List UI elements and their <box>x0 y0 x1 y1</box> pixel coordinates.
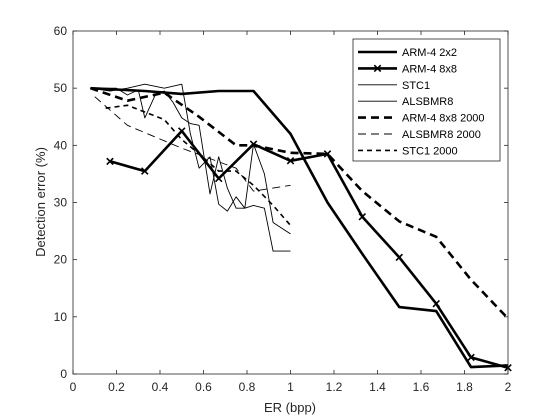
series-arm-4-2x2 <box>90 86 509 369</box>
legend-box <box>352 38 501 162</box>
legend-item-arm-4-8x8: ARM-4 8x8 <box>358 63 457 75</box>
y-tick-label: 60 <box>54 24 68 38</box>
legend-label: ARM-4 2x2 <box>402 47 457 59</box>
legend-item-arm-4-2x2: ARM-4 2x2 <box>358 47 457 59</box>
y-tick-label: 30 <box>54 196 68 210</box>
legend-label: ALSBMR8 2000 <box>402 129 481 141</box>
legend-label: ARM-4 8x8 2000 <box>402 113 485 125</box>
legend-item-alsbmr8-2000: ALSBMR8 2000 <box>358 129 481 141</box>
y-axis-title: Detection error (%) <box>33 147 48 257</box>
legend-label: STC1 2000 <box>402 145 458 157</box>
x-axis-title: ER (bpp) <box>264 400 316 415</box>
y-tick-label: 10 <box>54 310 68 324</box>
legend-label: ARM-4 8x8 <box>402 63 457 75</box>
data-point-marker <box>106 157 114 166</box>
series-line-arm-4-8x8-2000 <box>89 86 509 320</box>
data-point-marker <box>141 167 149 175</box>
data-point-marker <box>395 253 404 262</box>
legend-label: STC1 <box>402 80 430 92</box>
x-tick-label: 1.4 <box>369 380 386 394</box>
x-tick-label: 0.4 <box>152 380 169 394</box>
x-tick-label: 0.2 <box>108 380 125 394</box>
y-tick-label: 20 <box>54 253 68 267</box>
y-tick-label: 40 <box>54 138 68 152</box>
x-tick-label: 1.6 <box>413 380 430 394</box>
legend: ARM-4 2x2 ARM-4 8x8 STC1 ALSBMR8 ARM-4 8x8 2… <box>352 38 501 162</box>
legend-marker-sample <box>373 64 382 73</box>
x-tick-label: 0.8 <box>239 380 256 394</box>
legend-item-stc1: STC1 <box>358 80 430 92</box>
series-line-arm-4-2x2 <box>90 86 509 369</box>
series-line-arm-4-8x8 <box>109 129 509 369</box>
x-tick-label: 0.6 <box>195 380 212 394</box>
series-alsbmr8 <box>90 87 291 252</box>
y-tick-label: 0 <box>60 367 67 381</box>
legend-item-stc1-2000: STC1 2000 <box>358 145 458 157</box>
data-point-marker <box>214 174 223 183</box>
legend-item-alsbmr8: ALSBMR8 <box>358 96 453 108</box>
data-point-marker <box>358 213 367 221</box>
x-tick-label: 0 <box>70 380 77 394</box>
series-arm-4-8x8-2000 <box>89 86 509 320</box>
series-line-stc1 <box>90 83 291 235</box>
series-layer <box>89 83 512 372</box>
data-point-marker <box>286 157 295 165</box>
series-line-stc1-2000 <box>105 104 292 226</box>
series-line-alsbmr8-2000 <box>94 96 291 192</box>
data-point-marker <box>177 127 186 135</box>
y-tick-label: 50 <box>54 81 68 95</box>
legend-item-arm-4-8x8-2000: ARM-4 8x8 2000 <box>358 113 485 125</box>
series-line-alsbmr8 <box>90 87 291 252</box>
x-tick-label: 1.8 <box>456 380 473 394</box>
series-stc1-2000 <box>105 104 292 226</box>
series-stc1 <box>90 83 291 235</box>
x-tick-label: 2 <box>505 380 512 394</box>
series-alsbmr8-2000 <box>94 96 291 192</box>
data-point-marker <box>432 299 440 308</box>
data-point-marker <box>467 353 475 362</box>
x-tick-label: 1.2 <box>326 380 343 394</box>
legend-label: ALSBMR8 <box>402 96 453 108</box>
x-tick-label: 1 <box>287 380 294 394</box>
